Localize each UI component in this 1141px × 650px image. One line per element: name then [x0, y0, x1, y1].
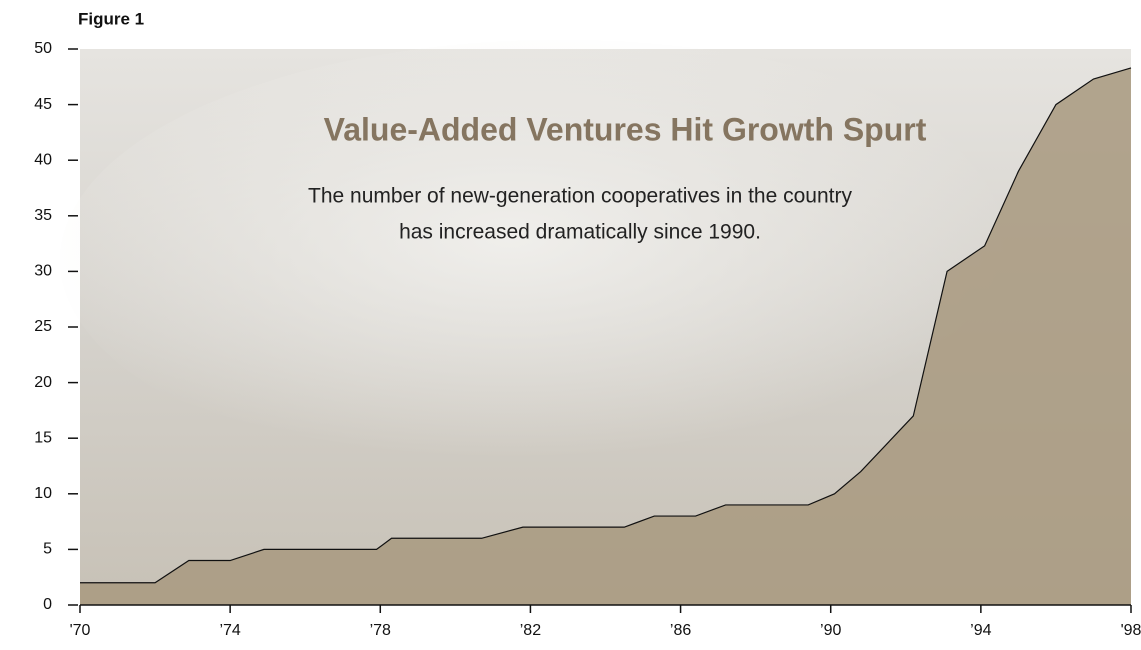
- y-tick-label: 20: [34, 374, 52, 391]
- y-tick-label: 0: [43, 596, 52, 613]
- y-tick-label: 15: [34, 429, 52, 446]
- chart-title: Value-Added Ventures Hit Growth Spurt: [324, 111, 927, 147]
- x-tick-label: ’90: [820, 622, 841, 639]
- x-tick-label: ’82: [520, 622, 541, 639]
- y-tick-label: 30: [34, 263, 52, 280]
- chart: Figure 1 Value-Added Ventures Hit Growth…: [0, 0, 1141, 650]
- y-tick-label: 10: [34, 485, 52, 502]
- figure-label: Figure 1: [78, 9, 144, 28]
- x-tick-label: ’74: [219, 622, 240, 639]
- subtitle: has increased dramatically since 1990.: [399, 221, 761, 244]
- background-glow: [60, 40, 1060, 480]
- y-tick-label: 25: [34, 318, 52, 335]
- y-tick-label: 5: [43, 541, 52, 558]
- y-tick-label: 40: [34, 151, 52, 168]
- x-tick-label: ’94: [970, 622, 991, 639]
- x-tick-label: ’78: [370, 622, 391, 639]
- subtitle: The number of new-generation cooperative…: [308, 185, 852, 208]
- x-tick-label: ’86: [670, 622, 691, 639]
- y-tick-label: 35: [34, 207, 52, 224]
- y-tick-label: 50: [34, 40, 52, 57]
- y-tick-label: 45: [34, 96, 52, 113]
- x-tick-label: '98: [1121, 622, 1141, 639]
- x-tick-label: '70: [70, 622, 91, 639]
